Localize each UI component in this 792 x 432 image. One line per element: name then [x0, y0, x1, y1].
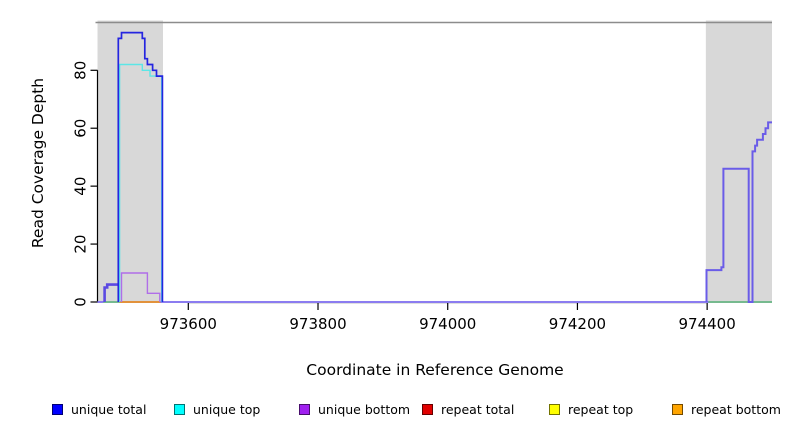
legend-swatch-repeat-bottom — [672, 403, 683, 415]
legend-item-unique-bottom: unique bottom — [299, 399, 410, 419]
legend-swatch-repeat-total — [422, 403, 433, 415]
legend-label: unique top — [193, 401, 261, 417]
series-unique-total-left- — [117, 31, 164, 302]
series-unique-bottom-left- — [120, 272, 161, 302]
y-tick-label: 60 — [72, 119, 90, 138]
legend-swatch-unique-top — [174, 403, 185, 415]
x-tick-label: 974200 — [549, 315, 606, 333]
y-tick-label: 40 — [72, 177, 90, 196]
x-tick-label: 973800 — [289, 315, 346, 333]
legend-label: unique total — [71, 401, 147, 417]
legend-item-repeat-top: repeat top — [549, 399, 633, 419]
y-tick-label: 80 — [72, 61, 90, 80]
y-axis-title: Read Coverage Depth — [29, 77, 47, 249]
target-region-right — [705, 20, 772, 302]
series-unique-total-right- — [705, 121, 772, 303]
chart-legend: unique total unique top unique bottom repea… — [0, 399, 792, 421]
y-tick-label: 0 — [72, 297, 90, 307]
legend-swatch-unique-total — [52, 403, 63, 415]
legend-item-repeat-bottom: repeat bottom — [672, 399, 781, 419]
x-tick-label: 974400 — [679, 315, 736, 333]
legend-item-repeat-total: repeat total — [422, 399, 514, 419]
legend-label: repeat top — [568, 401, 634, 417]
legend-swatch-unique-bottom — [299, 403, 310, 415]
legend-label: repeat bottom — [691, 401, 781, 417]
legend-item-unique-total: unique total — [52, 399, 146, 419]
x-tick-label: 974000 — [419, 315, 476, 333]
series-unique-total-low-shoulder-left- — [103, 283, 119, 302]
x-axis-title: Coordinate in Reference Genome — [306, 361, 564, 379]
y-tick-label: 20 — [72, 235, 90, 254]
target-region-left — [97, 20, 164, 302]
x-tick-label: 973600 — [160, 315, 217, 333]
legend-swatch-repeat-top — [549, 403, 560, 415]
legend-label: unique bottom — [318, 401, 411, 417]
legend-label: repeat total — [441, 401, 515, 417]
legend-item-unique-top: unique top — [174, 399, 260, 419]
